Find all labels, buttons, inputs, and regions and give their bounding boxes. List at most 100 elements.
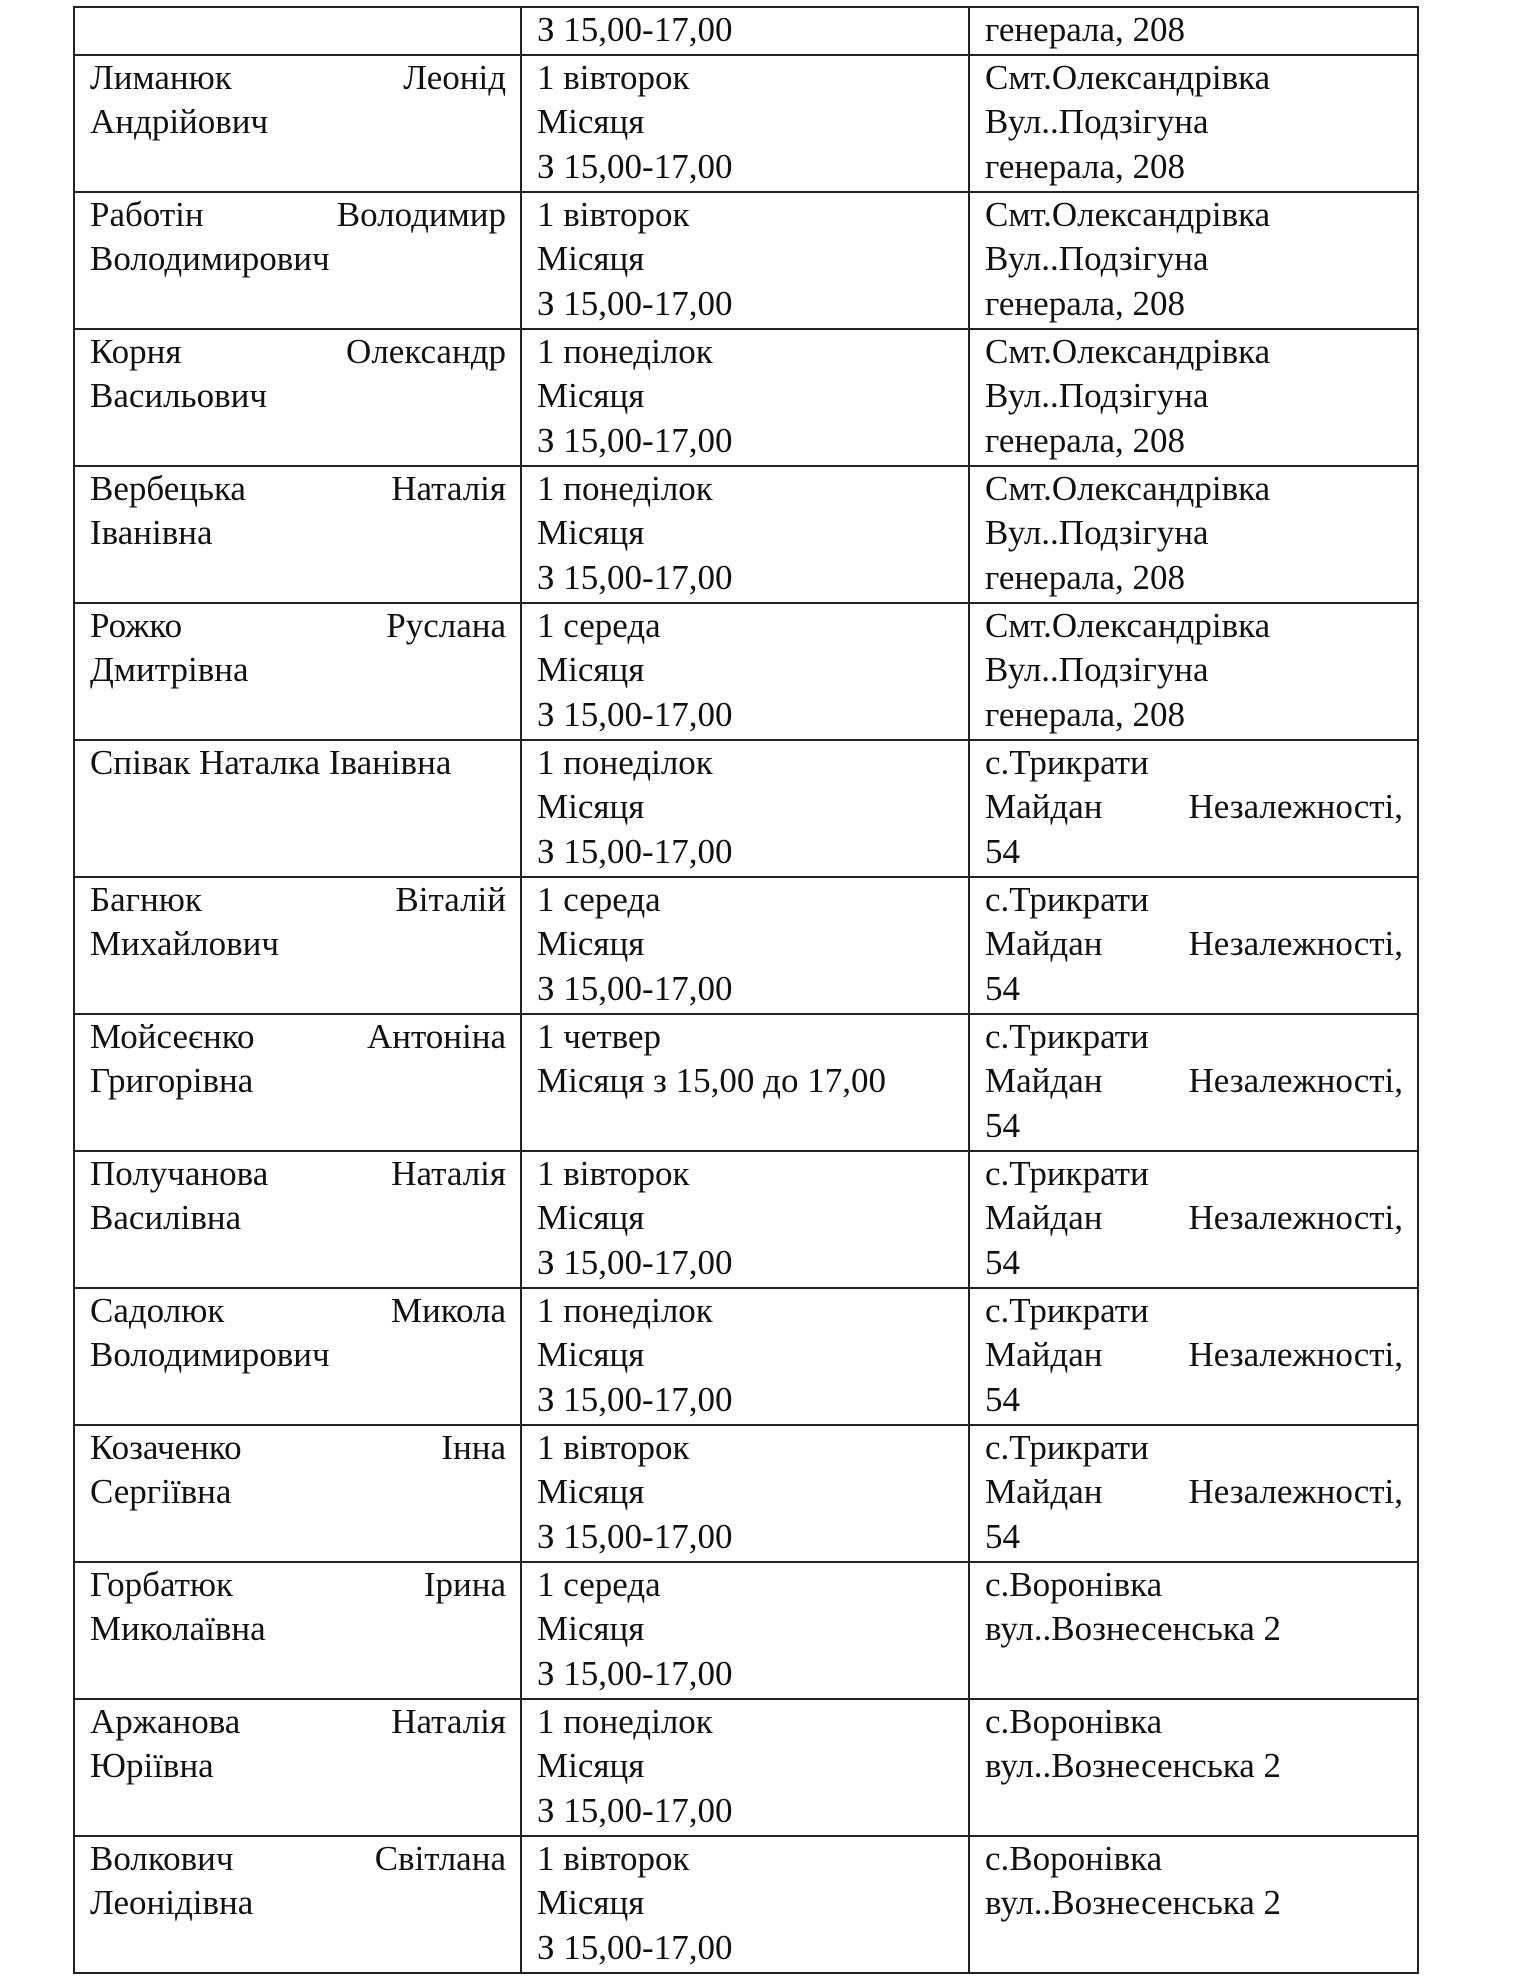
address-line: Смт.Олександрівка: [985, 57, 1271, 97]
table-row: Аржанова Наталія Юріївна 1 понеділок Місяця…: [73, 1697, 1419, 1837]
name-cell: Работін Володимир Володимирович: [73, 190, 522, 330]
address-line: 54: [985, 968, 1020, 1008]
table-row: Співак Наталка Іванівна 1 понеділок Місяця…: [73, 738, 1419, 878]
address-cell: с.Трикрати Майдан Незалежності, 54: [968, 738, 1419, 878]
name-cell: Вербецька Наталія Іванівна: [73, 464, 522, 604]
name-line: Дмитрівна: [90, 650, 249, 689]
schedule-cell: 1 середа Місяця З 15,00-17,00: [520, 1560, 970, 1700]
name-cell: Корня Олександр Васильович: [73, 327, 522, 467]
schedule-line: З 15,00-17,00: [537, 968, 733, 1008]
schedule-cell: 1 понеділок Місяця З 15,00-17,00: [520, 464, 970, 604]
name-line: Горбатюк Ірина: [90, 1564, 506, 1604]
schedule-line: 1 середа: [537, 605, 661, 645]
address-line: с.Трикрати: [985, 879, 1149, 919]
name-line: Михайлович: [90, 924, 279, 963]
schedule-cell: 1 середа Місяця З 15,00-17,00: [520, 601, 970, 741]
name-line: Григорівна: [90, 1061, 254, 1100]
table-row: Работін Володимир Володимирович 1 вівторок…: [73, 190, 1419, 330]
reception-schedule-table: З 15,00-17,00 генерала, 208 Лиманюк Леон…: [73, 6, 1419, 1974]
address-line: вул..Вознесенська 2: [985, 1609, 1282, 1648]
schedule-cell: 1 вівторок Місяця З 15,00-17,00: [520, 53, 970, 193]
schedule-cell: 1 понеділок Місяця З 15,00-17,00: [520, 1286, 970, 1426]
schedule-line: З 15,00-17,00: [537, 694, 733, 734]
name-cell: Горбатюк Ірина Миколаївна: [73, 1560, 522, 1700]
address-cell: Смт.Олександрівка Вул..Подзігуна генерала,…: [968, 327, 1419, 467]
name-cell: Рожко Руслана Дмитрівна: [73, 601, 522, 741]
schedule-line: Місяця: [537, 376, 645, 415]
address-line: с.Воронівка: [985, 1564, 1163, 1604]
schedule-cell: З 15,00-17,00: [520, 6, 970, 56]
schedule-line: Місяця: [537, 239, 645, 278]
address-line: с.Трикрати: [985, 742, 1149, 782]
name-line: Володимирович: [90, 1335, 330, 1374]
address-cell: с.Трикрати Майдан Незалежності, 54: [968, 1423, 1419, 1563]
schedule-cell: 1 понеділок Місяця З 15,00-17,00: [520, 738, 970, 878]
schedule-line: Місяця: [537, 513, 645, 552]
address-cell: Смт.Олександрівка Вул..Подзігуна генерала,…: [968, 190, 1419, 330]
name-line: Васильович: [90, 376, 267, 415]
address-line: генерала, 208: [985, 694, 1186, 734]
name-line: Багнюк Віталій: [90, 879, 506, 919]
name-cell: Козаченко Інна Сергіївна: [73, 1423, 522, 1563]
address-line: с.Трикрати: [985, 1016, 1149, 1056]
name-line: Леонідівна: [90, 1883, 254, 1922]
address-cell: с.Воронівка вул..Вознесенська 2: [968, 1834, 1419, 1974]
schedule-line: Місяця: [537, 1335, 645, 1374]
schedule-line: 1 понеділок: [537, 1290, 713, 1330]
name-cell: [73, 6, 522, 56]
name-line: Корня Олександр: [90, 331, 506, 371]
table-row: Козаченко Інна Сергіївна 1 вівторок Місяця З…: [73, 1423, 1419, 1563]
address-line: генерала, 208: [985, 10, 1186, 49]
name-line: Садолюк Микола: [90, 1290, 506, 1330]
schedule-line: Місяця: [537, 1609, 645, 1648]
schedule-line: Місяця: [537, 1746, 645, 1785]
schedule-line: 1 понеділок: [537, 331, 713, 371]
address-line: 54: [985, 1516, 1020, 1556]
schedule-line: Місяця: [537, 1198, 645, 1237]
address-line: Вул..Подзігуна: [985, 239, 1209, 278]
address-cell: генерала, 208: [968, 6, 1419, 56]
name-line: Миколаївна: [90, 1609, 266, 1648]
address-cell: Смт.Олександрівка Вул..Подзігуна генерала,…: [968, 464, 1419, 604]
name-line: Володимирович: [90, 239, 330, 278]
address-line: с.Воронівка: [985, 1701, 1163, 1741]
name-cell: Волкович Світлана Леонідівна: [73, 1834, 522, 1974]
schedule-cell: 1 четвер Місяця з 15,00 до 17,00: [520, 1012, 970, 1152]
schedule-line: Місяця: [537, 1472, 645, 1511]
name-line: Получанова Наталія: [90, 1153, 506, 1193]
name-cell: Співак Наталка Іванівна: [73, 738, 522, 878]
name-cell: Мойсеєнко Антоніна Григорівна: [73, 1012, 522, 1152]
address-line: вул..Вознесенська 2: [985, 1883, 1282, 1922]
table-row: Вербецька Наталія Іванівна 1 понеділок Міся…: [73, 464, 1419, 604]
address-line: Смт.Олександрівка: [985, 605, 1271, 645]
name-line: Волкович Світлана: [90, 1838, 506, 1878]
schedule-line: З 15,00-17,00: [537, 1927, 733, 1967]
address-cell: с.Трикрати Майдан Незалежності, 54: [968, 1149, 1419, 1289]
address-line: Вул..Подзігуна: [985, 650, 1209, 689]
table-row: Садолюк Микола Володимирович 1 понеділок Мі…: [73, 1286, 1419, 1426]
schedule-line: З 15,00-17,00: [537, 1516, 733, 1556]
schedule-line: 1 вівторок: [537, 1153, 690, 1193]
address-line: Вул..Подзігуна: [985, 102, 1209, 141]
address-line: Майдан Незалежності,: [985, 1061, 1403, 1100]
name-cell: Багнюк Віталій Михайлович: [73, 875, 522, 1015]
table-row: Лиманюк Леонід Андрійович 1 вівторок Місяця…: [73, 53, 1419, 193]
name-cell: Садолюк Микола Володимирович: [73, 1286, 522, 1426]
schedule-line: Місяця: [537, 650, 645, 689]
name-line: Рожко Руслана: [90, 605, 506, 645]
schedule-line: З 15,00-17,00: [537, 420, 733, 460]
schedule-line: З 15,00-17,00: [537, 1790, 733, 1830]
schedule-line: З 15,00-17,00: [537, 283, 733, 323]
address-line: вул..Вознесенська 2: [985, 1746, 1282, 1785]
name-line: Юріївна: [90, 1746, 214, 1785]
schedule-line: З 15,00-17,00: [537, 831, 733, 871]
schedule-line: Місяця: [537, 924, 645, 963]
schedule-cell: 1 вівторок Місяця З 15,00-17,00: [520, 1423, 970, 1563]
address-line: с.Воронівка: [985, 1838, 1163, 1878]
address-line: Майдан Незалежності,: [985, 1335, 1403, 1374]
schedule-line: З 15,00-17,00: [537, 10, 733, 49]
schedule-line: Місяця: [537, 102, 645, 141]
address-line: с.Трикрати: [985, 1427, 1149, 1467]
schedule-line: 1 вівторок: [537, 1838, 690, 1878]
table-row: Горбатюк Ірина Миколаївна 1 середа Місяця З …: [73, 1560, 1419, 1700]
